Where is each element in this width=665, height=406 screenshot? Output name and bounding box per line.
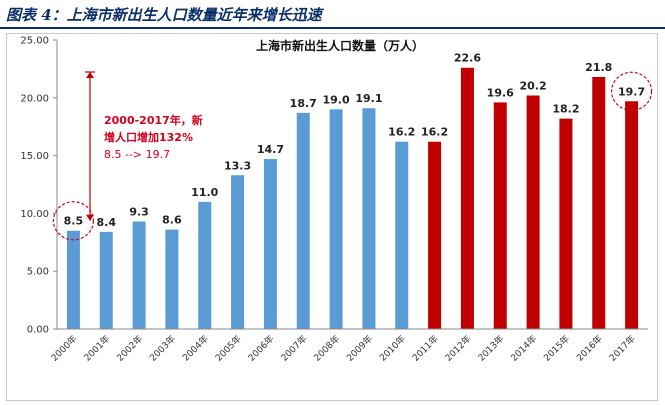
data-label: 8.4	[97, 216, 117, 229]
bar	[493, 102, 507, 329]
bar	[329, 109, 343, 329]
data-label: 8.5	[64, 215, 84, 228]
x-tick-label: 2009年	[344, 333, 375, 364]
data-labels: 8.5 8.4 9.3 8.6 11.0 13.3 14.7 18.7 19.0 19.1 16.2…	[64, 52, 645, 229]
y-tick-label: 15.00	[20, 151, 49, 162]
figure-title: 图表 4：上海市新出生人口数量近年来增长迅速	[6, 6, 322, 24]
data-label: 19.6	[487, 86, 514, 99]
y-tick-label: 0.00	[27, 325, 49, 336]
bar	[428, 141, 442, 329]
x-tick-label: 2008年	[311, 333, 342, 364]
annotation-line-3: 8.5 --> 19.7	[104, 148, 170, 161]
y-axis: 0.00 5.00 10.00 15.00 20.00 25.00	[20, 36, 58, 336]
x-tick-label: 2010年	[377, 333, 408, 364]
x-tick-label: 2012年	[442, 333, 473, 364]
data-label: 19.1	[355, 92, 382, 105]
chart-frame	[6, 33, 658, 401]
bar	[132, 221, 146, 329]
bar	[395, 141, 409, 329]
data-label: 19.0	[323, 93, 350, 106]
bar	[296, 112, 310, 329]
x-tick-label: 2003年	[147, 333, 178, 364]
bar	[231, 175, 245, 329]
x-axis: 2000年 2001年 2002年 2003年 2004年 2005年 2006年 2007年…	[48, 328, 648, 364]
data-label: 11.0	[191, 186, 218, 199]
y-tick-label: 25.00	[20, 36, 49, 47]
x-tick-label: 2017年	[607, 333, 638, 364]
x-tick-label: 2016年	[574, 333, 605, 364]
highlight-circle	[610, 71, 653, 111]
highlight-circle	[52, 201, 95, 241]
y-tick-label: 5.00	[27, 267, 49, 278]
bar	[460, 67, 474, 329]
bar	[99, 231, 113, 329]
data-label: 14.7	[257, 143, 284, 156]
data-label: 21.8	[585, 61, 612, 74]
arrow-head-up	[86, 72, 94, 78]
bar	[592, 76, 606, 329]
y-tick-label: 20.00	[20, 93, 49, 104]
arrow-head-down	[86, 214, 94, 221]
x-tick-label: 2006年	[245, 333, 276, 364]
bar	[362, 108, 376, 329]
header-divider	[0, 27, 665, 29]
bar	[165, 229, 179, 329]
x-tick-label: 2005年	[213, 333, 244, 364]
data-label: 18.2	[552, 103, 579, 116]
x-tick-label: 2002年	[114, 333, 145, 364]
x-tick-label: 2007年	[278, 333, 309, 364]
data-label: 22.6	[454, 52, 481, 65]
data-label: 16.2	[388, 126, 415, 139]
x-tick-label: 2011年	[410, 333, 441, 364]
data-label: 16.2	[421, 126, 448, 139]
data-label: 13.3	[224, 159, 251, 172]
x-tick-label: 2014年	[508, 333, 539, 364]
bar	[559, 118, 573, 329]
bar	[625, 101, 639, 329]
data-label: 19.7	[618, 85, 645, 98]
figure-header: 图表 4：上海市新出生人口数量近年来增长迅速	[0, 0, 665, 27]
bar	[66, 230, 80, 329]
annotation: 2000-2017年，新 增人口增加132% 8.5 --> 19.7	[52, 71, 653, 241]
x-tick-label: 2013年	[475, 333, 506, 364]
bars	[66, 67, 639, 329]
x-tick-label: 2000年	[48, 333, 79, 364]
data-label: 8.6	[162, 214, 182, 227]
x-tick-label: 2015年	[541, 333, 572, 364]
chart-title: 上海市新出生人口数量（万人）	[256, 38, 424, 53]
data-label: 9.3	[129, 205, 149, 218]
x-tick-label: 2001年	[81, 333, 112, 364]
bar	[526, 95, 540, 329]
bar	[198, 201, 212, 329]
annotation-line-1: 2000-2017年，新	[104, 113, 203, 127]
data-label: 20.2	[520, 79, 547, 92]
y-tick-label: 10.00	[20, 209, 49, 220]
data-label: 18.7	[290, 97, 317, 110]
bar	[263, 159, 277, 329]
annotation-line-2: 增人口增加132%	[104, 130, 193, 144]
x-tick-label: 2004年	[180, 333, 211, 364]
